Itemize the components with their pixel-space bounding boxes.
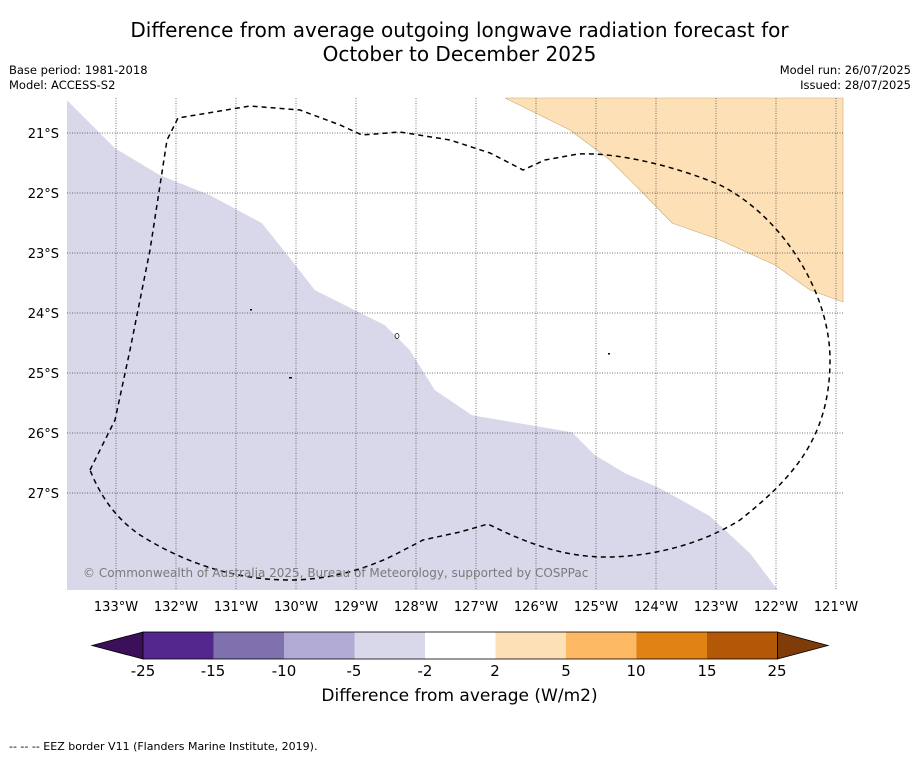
lat-label: 27°S — [28, 487, 59, 502]
colorbar-tick-label: 5 — [561, 662, 571, 680]
island-marker — [289, 377, 292, 379]
colorbar-tick-label: 15 — [697, 662, 716, 680]
map-area: © Commonwealth of Australia 2025, Bureau… — [66, 97, 844, 591]
colorbar-tick-label: -2 — [418, 662, 433, 680]
colorbar-tick-label: 10 — [626, 662, 645, 680]
lat-label: 25°S — [28, 367, 59, 382]
lat-label: 23°S — [28, 247, 59, 262]
model-run: Model run: 26/07/2025 — [779, 63, 911, 77]
colorbar-tick-label: 25 — [767, 662, 786, 680]
metadata-left: Base period: 1981-2018 Model: ACCESS-S2 — [9, 63, 148, 93]
colorbar-ticks: -25 -15 -10 -5 -2 2 5 10 15 25 — [131, 662, 787, 680]
colorbar-tick-label: 2 — [490, 662, 500, 680]
colorbar-extend-low — [90, 631, 144, 660]
colorbar-segment — [425, 632, 496, 659]
lon-label: 133°W — [94, 600, 138, 615]
lat-label: 21°S — [28, 127, 59, 142]
lon-label: 130°W — [274, 600, 318, 615]
lat-label: 26°S — [28, 427, 59, 442]
gridlines — [67, 98, 843, 590]
colorbar-segment — [143, 632, 214, 659]
colorbar-tick-label: -5 — [347, 662, 362, 680]
colorbar-frame — [142, 631, 778, 660]
lon-label: 129°W — [334, 600, 378, 615]
island-marker — [608, 353, 610, 355]
lat-axis-labels: 21°S 22°S 23°S 24°S 25°S 26°S 27°S — [28, 127, 59, 502]
colorbar-segment — [354, 632, 425, 659]
eez-border — [89, 105, 831, 581]
lon-label: 128°W — [394, 600, 438, 615]
colorbar-segment — [566, 632, 637, 659]
issued-date: Issued: 28/07/2025 — [800, 78, 911, 92]
island-marker — [394, 333, 400, 339]
island-marker — [250, 309, 252, 311]
lon-label: 122°W — [754, 600, 798, 615]
lat-label: 24°S — [28, 307, 59, 322]
lat-label: 22°S — [28, 187, 59, 202]
lon-label: 131°W — [214, 600, 258, 615]
region-negative-edge — [66, 99, 779, 591]
title-line-2: October to December 2025 — [322, 42, 597, 66]
region-negative-anomaly — [67, 100, 778, 590]
lon-label: 127°W — [454, 600, 498, 615]
lon-label: 126°W — [514, 600, 558, 615]
metadata-right: Model run: 26/07/2025 Issued: 28/07/2025 — [780, 63, 911, 93]
lon-label: 121°W — [814, 600, 858, 615]
colorbar — [90, 631, 830, 660]
lon-label: 124°W — [634, 600, 678, 615]
colorbar-label: Difference from average (W/m2) — [321, 686, 598, 706]
colorbar-extend-high — [777, 631, 830, 660]
lon-label: 132°W — [154, 600, 198, 615]
copyright-text: © Commonwealth of Australia 2025, Bureau… — [83, 566, 588, 580]
colorbar-segment — [213, 632, 284, 659]
colorbar-tick-label: -10 — [272, 662, 297, 680]
region-positive-anomaly — [504, 97, 844, 303]
colorbar-segment — [284, 632, 355, 659]
lon-label: 123°W — [694, 600, 738, 615]
model-name: Model: ACCESS-S2 — [9, 78, 116, 92]
title-line-1: Difference from average outgoing longwav… — [130, 18, 789, 42]
eez-legend-footnote: -- -- -- EEZ border V11 (Flanders Marine… — [9, 740, 318, 753]
chart-title: Difference from average outgoing longwav… — [0, 18, 919, 66]
colorbar-tick-label: -15 — [201, 662, 226, 680]
base-period: Base period: 1981-2018 — [9, 63, 148, 77]
colorbar-segment — [707, 632, 778, 659]
colorbar-segment — [495, 632, 566, 659]
colorbar-tick-label: -25 — [131, 662, 156, 680]
colorbar-segment — [636, 632, 707, 659]
lon-axis-labels: 133°W 132°W 131°W 130°W 129°W 128°W 127°… — [94, 600, 858, 615]
lon-label: 125°W — [574, 600, 618, 615]
